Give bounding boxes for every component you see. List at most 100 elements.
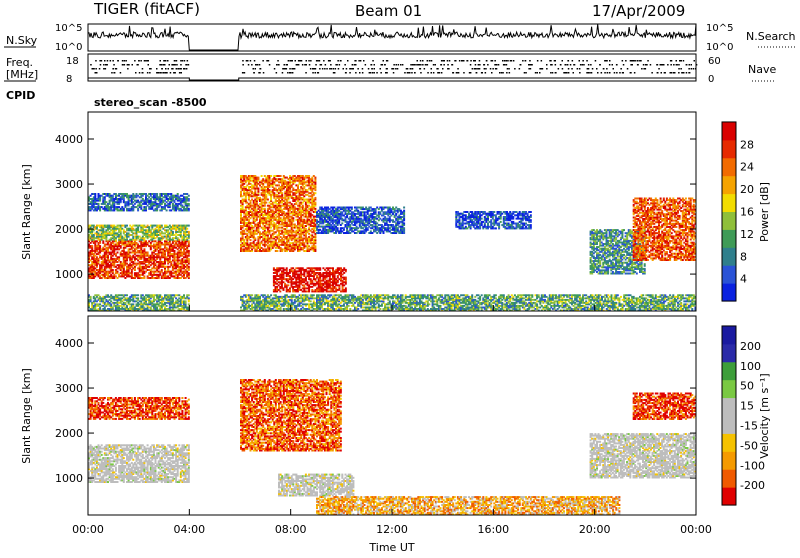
freq-dot [323,60,325,62]
freq-dot [431,60,433,62]
freq-dot [459,60,461,62]
freq-dot [458,72,460,74]
freq-dot [431,72,433,74]
freq-dot [187,60,189,62]
freq-dot [577,68,579,70]
freq-dot [625,60,627,62]
freq-dot [147,72,149,74]
freq-dot [682,72,684,74]
echo-cell [314,245,316,247]
freq-dot [476,68,478,70]
freq-dot [643,64,645,66]
freq-dot [371,68,373,70]
freq-dot [588,64,590,66]
echo-cell [143,248,145,250]
freq-dot [427,60,429,62]
freq-dot [683,60,685,62]
echo-cell [257,188,259,190]
freq-dot [324,68,326,70]
freq-dot [268,60,270,62]
freq-trace [88,60,697,80]
freq-dot [676,60,678,62]
echo-cell [314,177,316,179]
freq-dot [251,64,253,66]
freq-dot [242,60,244,62]
freq-dot [99,68,101,70]
freq-dot [242,64,244,66]
freq-dot [92,68,94,70]
freq-dot [506,64,508,66]
freq-dot [115,68,117,70]
echo-cell [91,245,93,247]
freq-dot [289,68,291,70]
freq-dot [427,64,429,66]
freq-dot [142,68,144,70]
freq-dot [496,64,498,66]
freq-dot [247,60,249,62]
nsky-line [88,24,696,50]
freq-dot [365,64,367,66]
freq-dot [353,68,355,70]
freq-dot [148,64,150,66]
echo-cell [345,269,347,271]
freq-dot [96,72,98,74]
freq-dot [529,60,531,62]
freq-dot [597,72,599,74]
freq-dot [260,68,262,70]
echo-cell [188,272,190,274]
freq-dot [530,68,532,70]
freq-dot [440,64,442,66]
freq-dot [601,72,603,74]
freq-dot [616,64,618,66]
freq-dot [475,64,477,66]
freq-dot [453,72,455,74]
freq-dot [140,60,142,62]
freq-dot [424,68,426,70]
freq-dot [156,68,158,70]
freq-dot [479,64,481,66]
freq-dot [582,60,584,62]
freq-dot [420,64,422,66]
echo-cell [270,175,272,177]
freq-dot [373,72,375,74]
freq-dot [504,60,506,62]
echo-cell [308,175,310,177]
freq-dot [568,68,570,70]
freq-dot [400,64,402,66]
freq-dot [535,72,537,74]
echo-cell [314,192,316,194]
freq-dot [606,68,608,70]
echo-cell [143,275,145,277]
freq-dot [360,60,362,62]
freq-dot [612,64,614,66]
freq-dot [124,60,126,62]
freq-dot [433,64,435,66]
freq-dot [322,68,324,70]
freq-dot [645,64,647,66]
freq-dot [139,72,141,74]
freq-dot [530,64,532,66]
freq-dot [369,72,371,74]
freq-dot [492,68,494,70]
freq-dot [380,68,382,70]
freq-dot [579,72,581,74]
freq-dot [537,72,539,74]
freq-dot [599,64,601,66]
freq-dot [609,60,611,62]
freq-dot [473,60,475,62]
freq-dot [306,64,308,66]
freq-dot [383,60,385,62]
freq-dot [520,64,522,66]
freq-dot [562,68,564,70]
freq-dot [673,64,675,66]
freq-dot [670,64,672,66]
echo-cell [188,203,190,205]
freq-dot [188,64,190,66]
freq-dot [309,64,311,66]
freq-dot [138,60,140,62]
echo-cell [188,225,190,227]
freq-dot [248,64,250,66]
freq-dot [485,72,487,74]
freq-dot [372,72,374,74]
freq-dot [180,64,182,66]
